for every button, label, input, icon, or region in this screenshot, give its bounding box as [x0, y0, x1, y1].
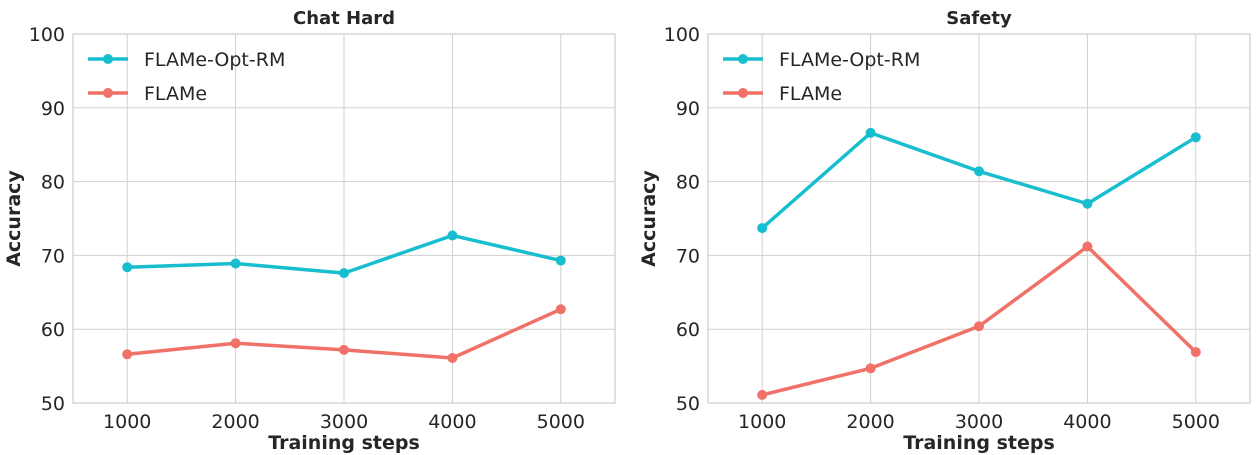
y-axis-label: Accuracy	[638, 170, 660, 267]
y-tick-label: 90	[676, 98, 700, 120]
y-tick-label: 60	[41, 319, 65, 341]
x-axis-label: Training steps	[903, 432, 1055, 454]
y-tick-label: 80	[676, 172, 700, 194]
data-point	[447, 352, 458, 363]
y-tick-label: 100	[29, 24, 65, 46]
y-tick-label: 80	[41, 172, 65, 194]
legend-label: FLAMe-Opt-RM	[779, 49, 920, 71]
data-point	[1190, 347, 1201, 358]
data-point	[974, 166, 984, 177]
y-tick-label: 70	[676, 245, 700, 267]
data-point	[447, 230, 458, 241]
data-point	[339, 344, 349, 355]
x-tick-label: 2000	[846, 411, 894, 433]
panel-0: 50 60 70 80 90 100 1000 2000 3000 4000 5000 Chat Ha…	[3, 8, 616, 454]
data-point	[230, 338, 241, 349]
data-point	[122, 262, 133, 273]
plot-frame	[707, 33, 1251, 404]
x-tick-label: 1000	[103, 411, 151, 433]
data-point	[757, 389, 768, 400]
data-point	[757, 223, 768, 234]
panel-1: 50 60 70 80 90 100 1000 2000 3000 4000 5000 Safety T…	[638, 8, 1251, 454]
legend-marker	[103, 54, 113, 64]
data-point	[1190, 132, 1201, 143]
data-point	[974, 321, 984, 332]
x-tick-label: 5000	[537, 411, 585, 433]
legend-marker	[738, 54, 748, 64]
legend-label: FLAMe	[144, 83, 207, 105]
x-tick-label: 5000	[1172, 411, 1220, 433]
data-point	[555, 255, 566, 266]
data-point	[339, 268, 349, 279]
data-point	[865, 363, 876, 374]
y-tick-label: 90	[41, 98, 65, 120]
legend-marker	[103, 88, 113, 98]
data-point	[230, 258, 241, 269]
chart-title: Chat Hard	[293, 8, 395, 29]
x-tick-label: 1000	[738, 411, 786, 433]
data-point	[1082, 198, 1093, 209]
data-point	[865, 127, 876, 138]
y-axis-label: Accuracy	[3, 170, 25, 267]
x-tick-label: 2000	[211, 411, 259, 433]
y-tick-label: 60	[676, 319, 700, 341]
plot-frame	[72, 33, 616, 404]
legend-label: FLAMe	[779, 83, 842, 105]
chart-title: Safety	[946, 8, 1012, 29]
x-tick-label: 3000	[955, 411, 1003, 433]
data-point	[555, 304, 566, 315]
y-tick-label: 70	[41, 245, 65, 267]
x-tick-label: 3000	[320, 411, 368, 433]
x-tick-label: 4000	[1063, 411, 1111, 433]
x-tick-label: 4000	[428, 411, 476, 433]
data-point	[1082, 241, 1093, 252]
data-point	[122, 349, 133, 360]
y-tick-label: 50	[41, 393, 65, 415]
legend-label: FLAMe-Opt-RM	[144, 49, 285, 71]
y-tick-label: 100	[664, 24, 700, 46]
legend-marker	[738, 88, 748, 98]
y-tick-label: 50	[676, 393, 700, 415]
x-axis-label: Training steps	[268, 432, 420, 454]
